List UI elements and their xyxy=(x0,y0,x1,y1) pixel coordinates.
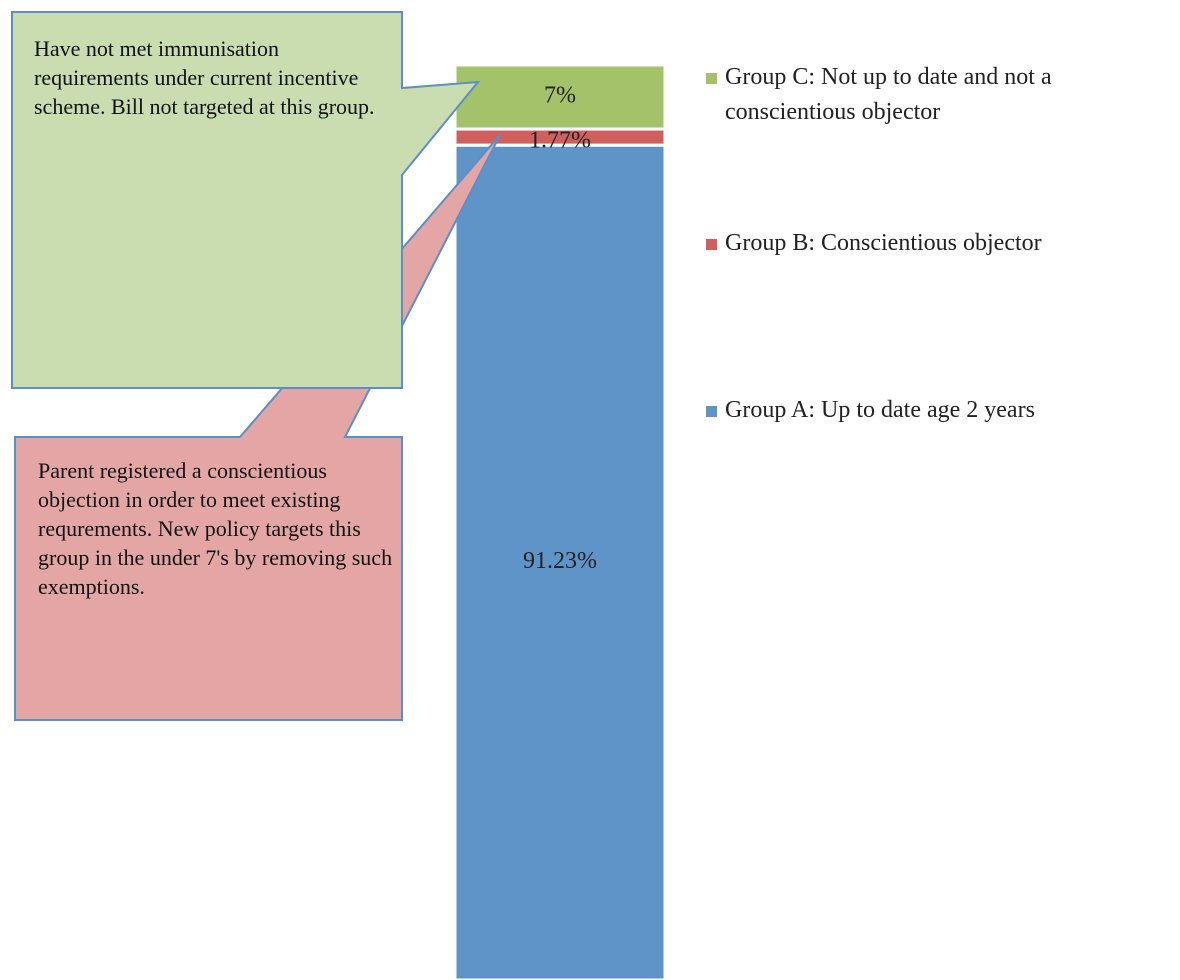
annotation-red: Parent registered a conscientious object… xyxy=(38,458,393,599)
value-label: 7% xyxy=(544,83,576,109)
legend-swatch xyxy=(706,406,717,417)
bar-segment xyxy=(453,143,667,980)
value-label: 91.23% xyxy=(523,548,597,574)
legend-label: Group C: Not up to date and not a consci… xyxy=(725,64,1052,125)
legend-label: Group B: Conscientious objector xyxy=(725,230,1042,256)
legend-label: Group A: Up to date age 2 years xyxy=(725,397,1035,423)
value-label: 1.77% xyxy=(529,128,591,154)
annotation-green: Have not met immunisation requirements u… xyxy=(34,36,375,119)
callout-green xyxy=(11,11,481,389)
legend-swatch xyxy=(706,239,717,250)
legend-swatch xyxy=(706,73,717,84)
